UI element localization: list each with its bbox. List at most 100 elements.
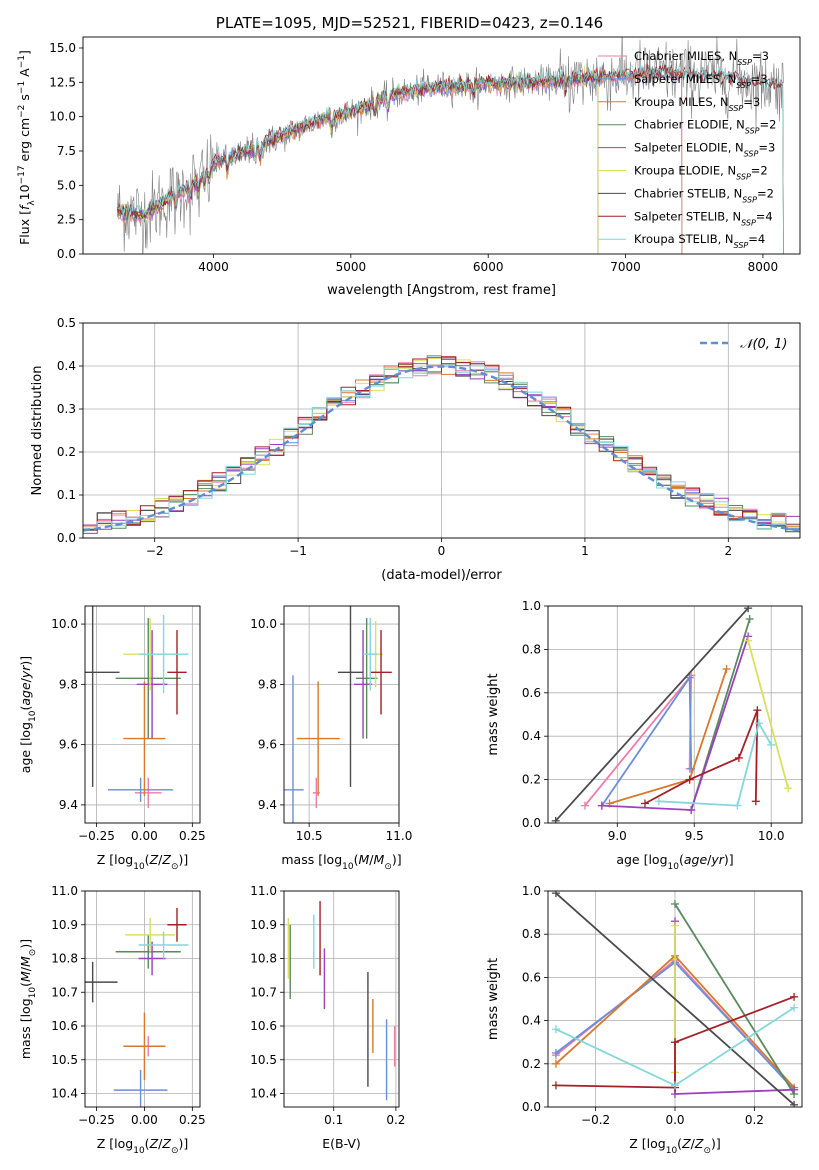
weight-line-salpeter-stelib bbox=[555, 995, 795, 1089]
weight-marker-salpeter-stelib bbox=[551, 1081, 560, 1090]
y-tick-label: 15.0 bbox=[49, 41, 76, 55]
x-tick-label: 0.25 bbox=[179, 829, 206, 843]
model-spectrum-chabrier-stelib bbox=[116, 64, 784, 254]
y-tick-label: 0.5 bbox=[57, 316, 76, 330]
x-tick-label: −0.25 bbox=[78, 1113, 115, 1127]
y-tick-label: 10.9 bbox=[250, 918, 277, 932]
x-tick-label: 7000 bbox=[610, 260, 641, 274]
legend-label-chabrier-stelib: Chabrier STELIB, NSSP=2 bbox=[634, 186, 774, 204]
weight-marker-salpeter-elodie bbox=[597, 801, 606, 810]
y-tick-label: 10.0 bbox=[51, 617, 78, 631]
x-axis-label: age [log10(age/yr)] bbox=[616, 852, 733, 872]
weight-marker-chabrier-stelib bbox=[790, 1100, 799, 1107]
x-tick-label: 1 bbox=[581, 544, 589, 558]
legend: Chabrier MILES, NSSP=3 Salpeter MILES, NS… bbox=[598, 49, 776, 250]
x-tick-label: −2 bbox=[146, 544, 164, 558]
x-tick-label: 9.5 bbox=[685, 829, 704, 843]
legend-label-salpeter-miles: Salpeter MILES, NSSP=3 bbox=[634, 72, 768, 90]
weight-marker-salpeter-stelib bbox=[753, 706, 762, 715]
model-spectrum-chabrier-elodie bbox=[117, 71, 599, 254]
y-tick-label: 12.5 bbox=[49, 75, 76, 89]
errorbar-point-salpeter-miles bbox=[284, 675, 304, 823]
axes-frame bbox=[547, 605, 803, 824]
legend-label-chabrier-elodie: Chabrier ELODIE, NSSP=2 bbox=[634, 118, 776, 136]
weight-marker-salpeter-stelib bbox=[790, 992, 799, 1001]
y-tick-label: 0.8 bbox=[522, 642, 541, 656]
errorbar-point-kroupa-stelib bbox=[138, 615, 189, 694]
x-tick-label: 4000 bbox=[198, 260, 229, 274]
legend: 𝒩(0, 1) bbox=[700, 337, 787, 352]
plot-area bbox=[116, 37, 784, 254]
y-tick-label: 10.7 bbox=[51, 985, 78, 999]
weight-marker-salpeter-miles bbox=[551, 1049, 560, 1057]
x-tick-label: 0.2 bbox=[745, 1113, 764, 1127]
y-tick-label: 0.6 bbox=[522, 686, 541, 700]
x-tick-label: 10.5 bbox=[296, 829, 323, 843]
y-tick-label: 9.8 bbox=[258, 677, 277, 691]
weight-marker-kroupa-stelib bbox=[754, 719, 763, 728]
weight-marker-kroupa-elodie bbox=[784, 784, 793, 793]
weight-marker-salpeter-elodie bbox=[790, 1085, 799, 1094]
y-tick-label: 10.0 bbox=[250, 617, 277, 631]
y-tick-label: 0.0 bbox=[57, 531, 76, 545]
y-axis-label: mass weight bbox=[486, 673, 501, 755]
x-tick-label: 0.00 bbox=[131, 829, 158, 843]
y-tick-label: 0.8 bbox=[522, 927, 541, 941]
errorbar-point-chabrier-stelib bbox=[85, 961, 118, 1003]
errorbar-point-salpeter-elodie bbox=[138, 941, 166, 976]
x-axis-label: (data-model)/error bbox=[381, 568, 502, 583]
histogram-chabrier-stelib bbox=[83, 363, 800, 533]
y-tick-label: 0.1 bbox=[57, 488, 76, 502]
errorbar-point-kroupa-miles bbox=[123, 681, 166, 796]
errorbar-point-chabrier-miles bbox=[134, 777, 162, 808]
weight-marker-salpeter-stelib bbox=[671, 1038, 679, 1047]
weight-marker-chabrier-stelib bbox=[744, 606, 753, 613]
y-tick-label: 9.4 bbox=[258, 798, 277, 812]
weight-marker-kroupa-elodie bbox=[671, 921, 679, 930]
weight-marker-salpeter-stelib bbox=[751, 797, 760, 806]
axes-frame bbox=[82, 36, 801, 255]
x-tick-label: 8000 bbox=[748, 260, 779, 274]
weight-line-chabrier-miles bbox=[584, 672, 693, 807]
x-tick-label: −0.25 bbox=[78, 829, 115, 843]
y-tick-label: 0.0 bbox=[57, 247, 76, 261]
y-tick-label: 9.4 bbox=[59, 798, 78, 812]
weight-line-salpeter-stelib bbox=[644, 709, 759, 805]
y-tick-label: 9.6 bbox=[258, 738, 277, 752]
errorbar-point-chabrier-elodie bbox=[115, 934, 181, 969]
y-axis-label: mass [log10(M/M⊙)] bbox=[18, 939, 38, 1059]
panel-spectrum: 4000 5000 6000 7000 8000 0.0 2.5 5.0 7.5 10.0 12.5… bbox=[17, 36, 801, 298]
legend-label-salpeter-elodie: Salpeter ELODIE, NSSP=3 bbox=[634, 141, 775, 159]
y-tick-label: 1.0 bbox=[522, 599, 541, 613]
y-tick-label: 9.6 bbox=[59, 738, 78, 752]
y-tick-label: 10.9 bbox=[51, 918, 78, 932]
weight-line-kroupa-elodie bbox=[747, 640, 789, 789]
errorbar-point-chabrier-elodie bbox=[115, 618, 181, 739]
weight-marker-chabrier-stelib bbox=[551, 891, 560, 898]
y-tick-label: 10.6 bbox=[51, 1019, 78, 1033]
model-spectrum-kroupa-elodie bbox=[116, 65, 599, 254]
figure-title: PLATE=1095, MJD=52521, FIBERID=0423, z=0… bbox=[216, 14, 603, 32]
y-tick-label: 0.2 bbox=[522, 773, 541, 787]
errorbar-point-salpeter-elodie bbox=[136, 630, 168, 739]
weight-marker-salpeter-elodie bbox=[687, 805, 696, 814]
y-tick-label: 10.7 bbox=[250, 985, 277, 999]
x-axis-label: wavelength [Angstrom, rest frame] bbox=[327, 283, 556, 298]
errorbar-point-kroupa-stelib bbox=[138, 931, 189, 959]
weight-line-chabrier-stelib bbox=[555, 607, 749, 822]
errorbar-point-salpeter-miles bbox=[108, 777, 174, 802]
weight-marker-kroupa-stelib bbox=[767, 740, 776, 749]
y-tick-label: 10.0 bbox=[49, 110, 76, 124]
y-tick-label: 5.0 bbox=[57, 178, 76, 192]
x-tick-label: 0.0 bbox=[665, 1113, 684, 1127]
y-tick-label: 0.4 bbox=[57, 359, 76, 373]
axes-frame bbox=[283, 605, 400, 824]
plot-area bbox=[551, 891, 799, 1107]
x-axis-label: E(B-V) bbox=[322, 1136, 361, 1151]
errorbar-point-kroupa-stelib bbox=[363, 618, 378, 691]
x-tick-label: 9.0 bbox=[608, 829, 627, 843]
y-tick-label: 0.2 bbox=[522, 1057, 541, 1071]
y-tick-label: 9.8 bbox=[59, 677, 78, 691]
panel-mass-weight-vs-age: 9.0 9.5 10.0 0.0 0.2 0.4 0.6 0.8 1.0 age [log10(a… bbox=[486, 599, 803, 872]
x-tick-label: −0.2 bbox=[581, 1113, 610, 1127]
